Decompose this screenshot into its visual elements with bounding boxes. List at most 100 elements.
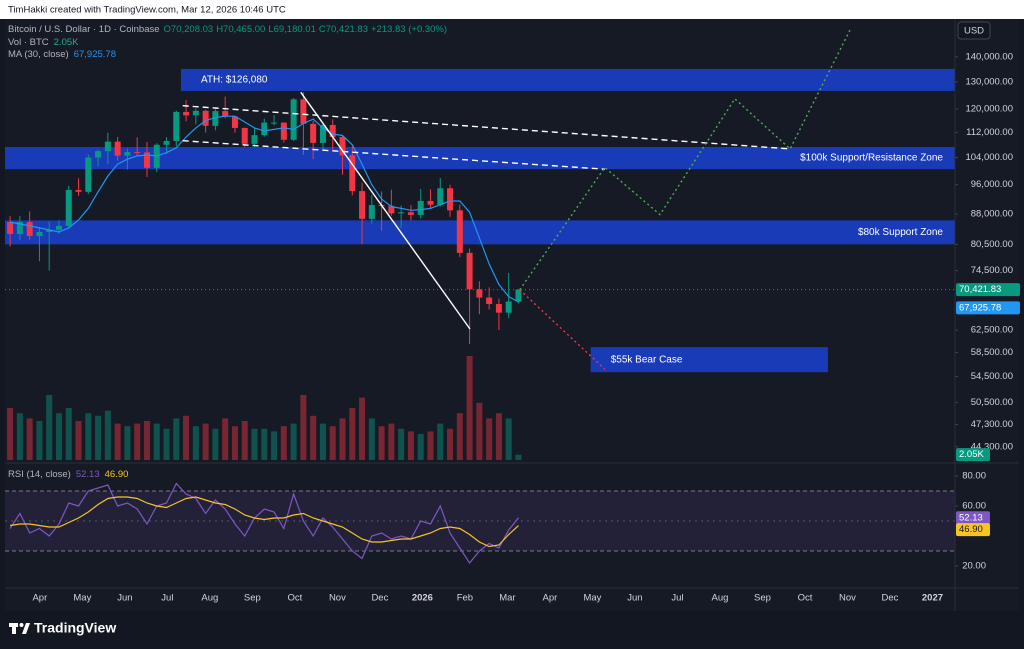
volume-bar — [476, 402, 483, 460]
volume-bar — [359, 397, 366, 460]
x-tick-label: May — [583, 593, 601, 604]
rsi-ma-value: 46.90 — [105, 469, 129, 480]
rsi-tick-label: 20.00 — [962, 560, 986, 571]
x-tick-label: Nov — [329, 593, 346, 604]
x-tick-label: Jun — [117, 593, 132, 604]
zone — [590, 347, 828, 373]
candle-body — [241, 127, 248, 144]
candle-body — [95, 151, 102, 158]
volume-bar — [407, 431, 414, 460]
y-tick-label: 47,300.00 — [971, 419, 1013, 430]
y-tick-label: 96,000.00 — [971, 179, 1013, 190]
rsi-name: RSI (14, close) — [8, 469, 71, 480]
volume-bar — [447, 428, 454, 460]
volume-legend: Vol · BTC 2.05K — [8, 37, 79, 48]
volume-bar — [319, 423, 326, 460]
ma-line — [9, 115, 519, 303]
candle-body — [192, 110, 199, 116]
ohlc: O70,208.03 — [164, 24, 214, 35]
candle-body — [359, 191, 366, 219]
candle-body — [280, 122, 287, 140]
volume-value: 2.05K — [54, 37, 79, 48]
currency-box[interactable] — [957, 21, 991, 40]
currency[interactable]: USD — [964, 26, 984, 37]
candle-body — [349, 155, 356, 192]
candle-body — [36, 231, 43, 237]
volume-bar — [437, 423, 444, 460]
candle-body — [143, 152, 150, 168]
y-tick-label: 88,000.00 — [971, 209, 1013, 220]
x-tick-label: Sep — [244, 593, 261, 604]
volume-bar — [388, 423, 395, 460]
volume-bar — [456, 413, 463, 460]
volume-bar — [65, 408, 72, 460]
candle-body — [329, 124, 336, 138]
trendline — [300, 91, 471, 330]
x-tick-label: Aug — [711, 593, 728, 604]
x-tick-label: Aug — [201, 593, 218, 604]
volume-bar — [261, 428, 268, 460]
ohlc: H70,465.00 — [216, 24, 265, 35]
zone — [180, 68, 956, 91]
x-tick-label: Nov — [839, 593, 856, 604]
candle-body — [515, 289, 522, 302]
zone — [5, 220, 955, 245]
candle-body — [26, 221, 33, 237]
candle-body — [486, 297, 493, 305]
y-tick-label: 54,500.00 — [971, 371, 1013, 382]
volume-name: Vol · BTC — [8, 37, 49, 48]
trendline — [519, 289, 606, 370]
candle-body — [231, 116, 238, 128]
candle-body — [466, 252, 473, 290]
zone-label: $55k Bear Case — [611, 354, 683, 365]
rsi-line — [10, 496, 519, 548]
volume-bar — [398, 428, 405, 460]
trendline — [519, 29, 851, 291]
y-tick-label: 50,500.00 — [971, 397, 1013, 408]
trendline — [182, 140, 605, 170]
y-tick-label: 58,500.00 — [971, 347, 1013, 358]
candle-body — [104, 141, 111, 152]
symbol: Bitcoin / U.S. Dollar · 1D · Coinbase — [8, 24, 160, 35]
candle-body — [437, 188, 444, 205]
volume-bar — [290, 423, 297, 460]
header-bar — [0, 0, 1024, 19]
logo-mark — [19, 623, 24, 627]
volume-bar — [163, 428, 170, 460]
x-tick-label: Dec — [371, 593, 388, 604]
candle-body — [65, 190, 72, 226]
candle-body — [7, 221, 14, 234]
y-tick-label: 120,000.00 — [965, 104, 1013, 115]
volume-bar — [505, 418, 512, 460]
candle-body — [173, 111, 180, 142]
x-tick-label: Apr — [32, 593, 47, 604]
volume-bar — [7, 408, 14, 460]
ohlc: +213.83 (+0.30%) — [371, 24, 447, 35]
x-tick-label: Oct — [287, 593, 302, 604]
candle-body — [310, 123, 317, 143]
volume-bar — [183, 415, 190, 460]
rsi-value: 52.13 — [76, 469, 100, 480]
y-tick-label: 104,000.00 — [965, 152, 1013, 163]
rsi-tick-label: 60.00 — [962, 500, 986, 511]
volume-bar — [134, 423, 141, 460]
x-tick-label: Apr — [543, 593, 558, 604]
candle-body — [114, 141, 121, 156]
y-tick-label: 74,500.00 — [971, 265, 1013, 276]
candle-body — [505, 301, 512, 313]
candle-body — [202, 110, 209, 126]
candle-body — [183, 111, 190, 116]
rsi-legend: RSI (14, close) 52.13 46.90 — [8, 469, 128, 480]
candle-body — [398, 212, 405, 214]
candle-body — [290, 99, 297, 140]
ohlc: C70,421.83 — [319, 24, 368, 35]
candle-body — [85, 157, 92, 192]
candle-body — [251, 135, 258, 144]
rsi-tag: 52.13 — [959, 512, 983, 523]
symbol-legend: Bitcoin / U.S. Dollar · 1D · Coinbase O70… — [8, 24, 447, 35]
x-tick-label: Mar — [499, 593, 515, 604]
rsi-tag-bg — [956, 511, 990, 525]
volume-bar — [153, 423, 160, 460]
zone-label: $100k Support/Resistance Zone — [800, 153, 943, 164]
